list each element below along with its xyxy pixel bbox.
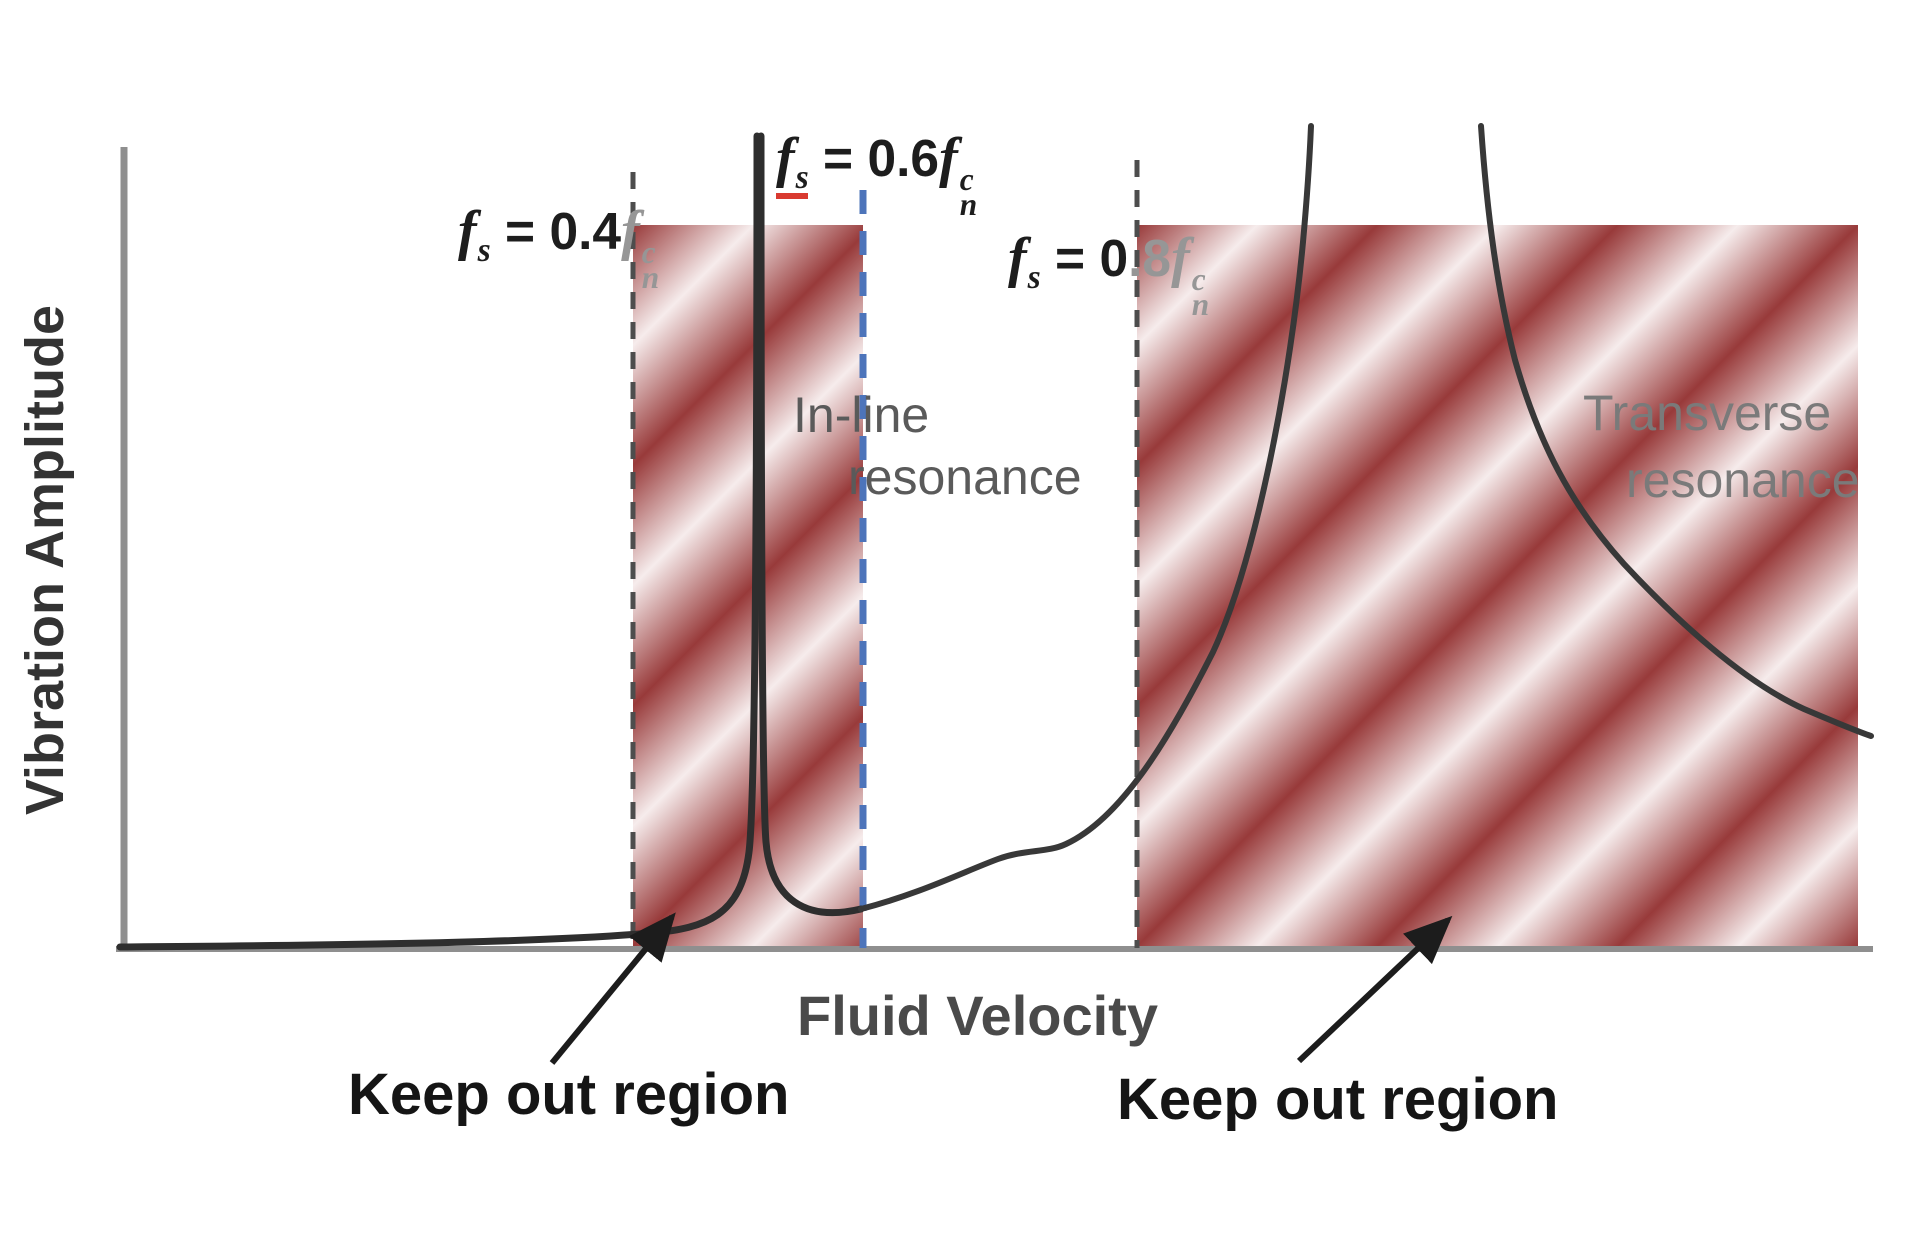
transverse-resonance-label-line2: resonance (1626, 452, 1860, 508)
freq-label-04: fs = 0.4f c n (458, 200, 660, 295)
x-axis-label: Fluid Velocity (797, 984, 1158, 1047)
keep-out-arrow-right (1296, 915, 1453, 1064)
freq-label-06: fs = 0.6f c n (776, 127, 978, 222)
freq-label-08: fs = 0.8f c n (1008, 227, 1210, 322)
transverse-right-branch (1478, 123, 1874, 739)
freq-08-sub: s (1027, 258, 1041, 296)
y-axis-label: Vibration Amplitude (15, 304, 75, 816)
freq-06-sub: s (795, 158, 809, 196)
inline-resonance-label-line1: In-line (793, 387, 930, 443)
rise-to-transverse-peak (858, 123, 1314, 912)
freq-06-eq: = 0.6 (808, 129, 940, 187)
keep-out-label-right: Keep out region (1117, 1067, 1559, 1132)
response-curve-baseline-and-spike-left (116, 132, 761, 951)
freq-08-eq: = 0 (1040, 229, 1129, 287)
spike-right-flank (757, 132, 865, 917)
keep-out-arrow-left (549, 912, 676, 1065)
keep-out-region-2 (1137, 225, 1858, 948)
inline-resonance-label-line2: resonance (848, 449, 1082, 505)
freq-08-f: f (1008, 227, 1027, 289)
freq-06-f: f (776, 127, 795, 189)
keep-out-label-left: Keep out region (348, 1062, 790, 1127)
freq-04-f: f (458, 200, 477, 262)
freq-04-eq: = 0.4 (490, 202, 622, 260)
transverse-resonance-label-line1: Transverse (1583, 385, 1832, 441)
freq-04-sub: s (477, 231, 491, 269)
freq-08-eq-gray: .8 (1128, 229, 1172, 287)
